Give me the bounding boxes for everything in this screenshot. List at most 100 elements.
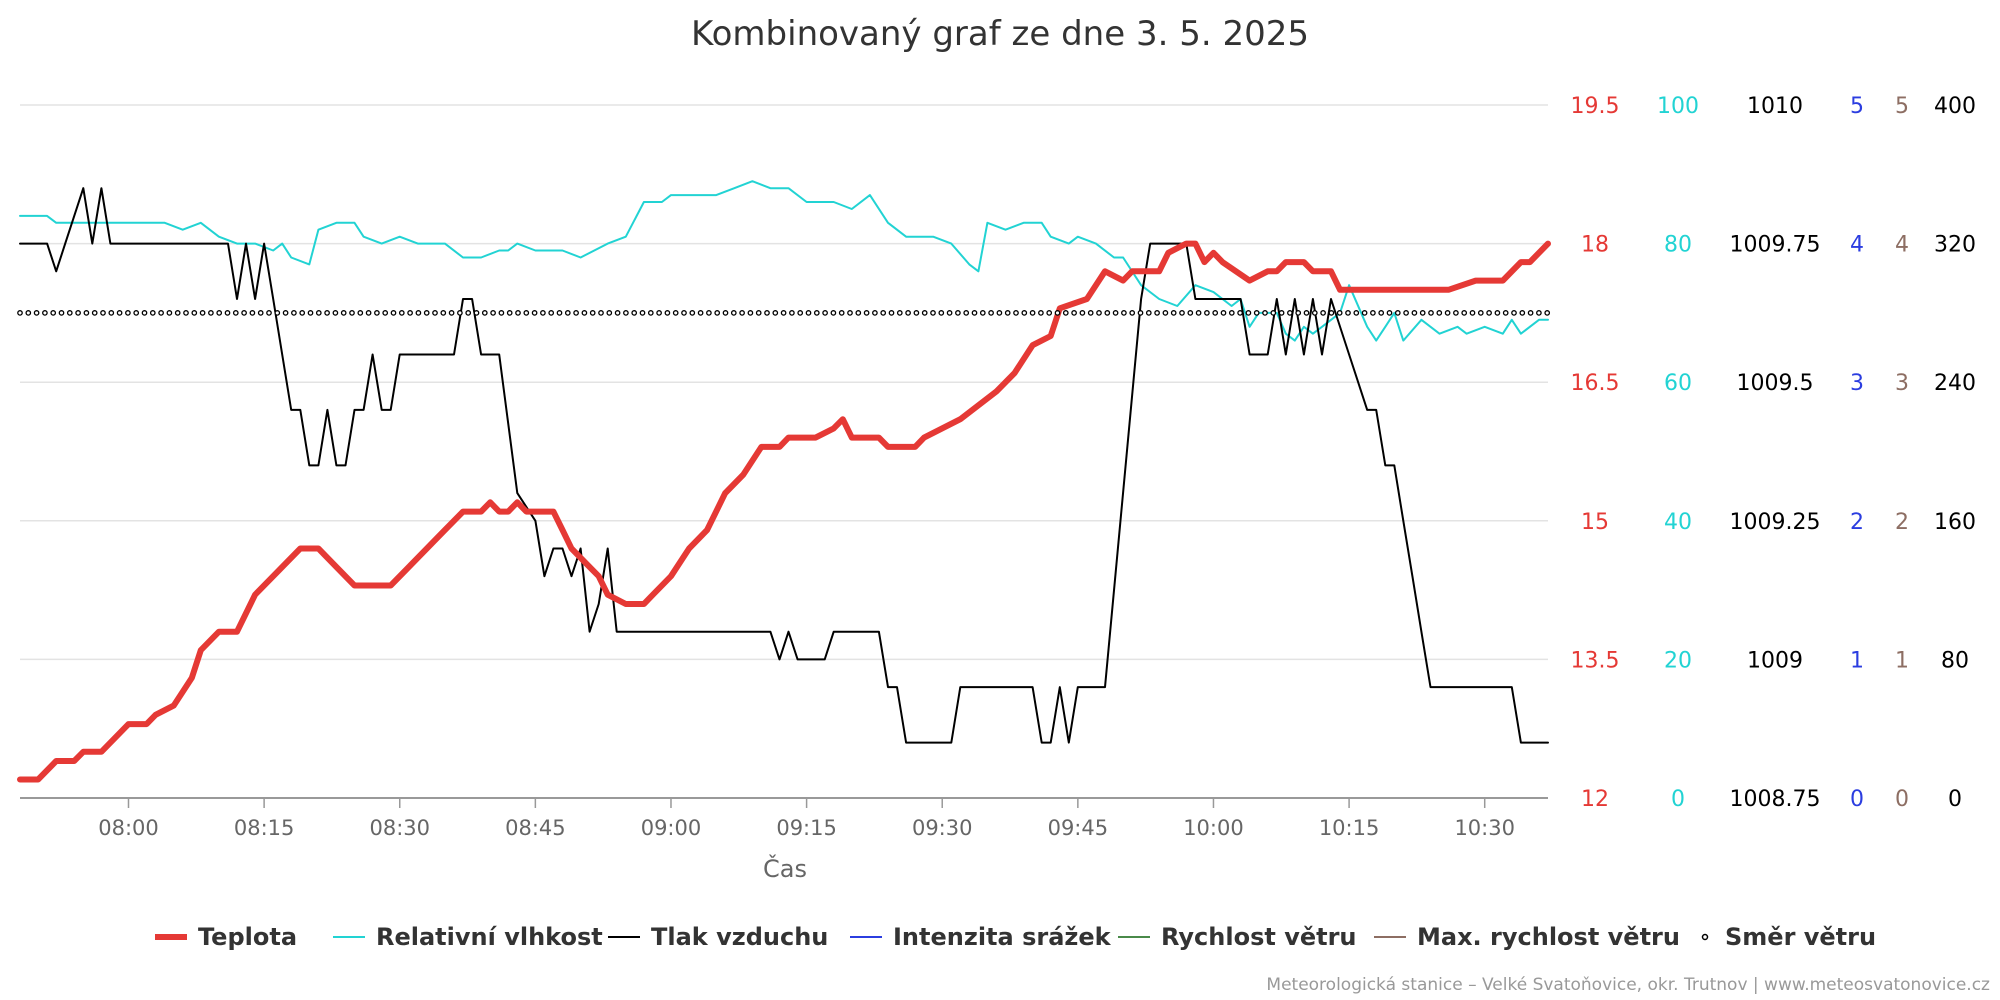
legend-item[interactable]: Rychlost větru (1118, 923, 1357, 951)
y-tick-label-humidity: 40 (1664, 510, 1692, 535)
wind-direction-point (191, 310, 198, 316)
legend-item[interactable]: Tlak vzduchu (608, 923, 828, 951)
wind-direction-point (689, 310, 696, 316)
wind-direction-point (1220, 310, 1227, 316)
wind-direction-point (1162, 310, 1169, 316)
wind-direction-point (847, 310, 853, 316)
legend-item[interactable]: Teplota (155, 923, 297, 951)
y-tick-label-temperature: 15 (1581, 510, 1609, 535)
wind-direction-point (432, 310, 438, 316)
y-tick-label-temperature: 12 (1581, 787, 1609, 812)
wind-direction-point (1544, 310, 1551, 316)
wind-direction-point (764, 310, 770, 316)
series-line-temperature (17, 240, 1551, 783)
legend-label: Intenzita srážek (893, 923, 1112, 951)
y-tick-label-pressure: 1009 (1747, 648, 1803, 673)
wind-direction-point (722, 310, 729, 316)
wind-direction-point (50, 310, 57, 316)
wind-direction-point (1154, 310, 1160, 316)
series-line-pressure (19, 187, 1549, 744)
y-tick-label-rain: 5 (1850, 94, 1864, 119)
wind-direction-point (407, 310, 413, 316)
wind-direction-point (955, 310, 961, 316)
wind-direction-point (1311, 310, 1318, 316)
y-tick-label-direction: 320 (1934, 233, 1976, 258)
wind-direction-point (813, 310, 820, 316)
wind-direction-point (888, 310, 895, 316)
wind-direction-point (498, 310, 505, 316)
wind-direction-point (548, 310, 555, 316)
wind-direction-point (199, 310, 206, 316)
wind-direction-point (1469, 310, 1476, 316)
y-tick-label-temperature: 16.5 (1571, 371, 1620, 396)
legend-label: Teplota (198, 923, 297, 951)
y-tick-label-gust: 4 (1895, 233, 1909, 258)
wind-direction-point (789, 310, 795, 316)
wind-direction-point (357, 310, 364, 316)
wind-direction-point (1519, 310, 1526, 316)
wind-direction-point (1170, 310, 1177, 316)
wind-direction-point (755, 310, 762, 316)
wind-direction-point (1096, 310, 1102, 316)
wind-direction-point (1287, 310, 1293, 316)
series-line-humidity (19, 180, 1549, 342)
wind-direction-point (415, 310, 422, 316)
wind-direction-point (523, 310, 530, 316)
wind-direction-point (1104, 310, 1111, 316)
wind-direction-point (141, 310, 148, 316)
wind-direction-point (66, 310, 73, 316)
wind-direction-point (996, 310, 1003, 316)
wind-direction-point (1237, 310, 1243, 316)
wind-direction-point (440, 310, 447, 316)
wind-direction-point (183, 310, 189, 316)
wind-direction-point (33, 310, 40, 316)
wind-direction-point (540, 310, 546, 316)
wind-direction-point (83, 310, 90, 316)
x-tick-label: 10:00 (1183, 816, 1244, 840)
legend-item[interactable]: Intenzita srážek (850, 923, 1112, 951)
wind-direction-point (1121, 310, 1127, 316)
wind-direction-point (855, 310, 862, 316)
legend-item[interactable]: Relativní vlhkost (333, 923, 603, 951)
y-tick-label-gust: 1 (1895, 648, 1909, 673)
wind-direction-point (42, 310, 48, 316)
wind-direction-point (465, 310, 472, 316)
wind-direction-point (1411, 310, 1418, 316)
wind-direction-point (1328, 310, 1335, 316)
y-tick-label-temperature: 19.5 (1571, 94, 1620, 119)
legend-item[interactable]: Směr větru (1701, 923, 1877, 951)
wind-direction-point (1353, 310, 1360, 316)
wind-direction-point (531, 310, 538, 316)
wind-direction-point (797, 310, 804, 316)
wind-direction-point (706, 310, 712, 316)
wind-direction-point (1453, 310, 1459, 316)
wind-direction-point (880, 310, 887, 316)
wind-direction-point (1270, 310, 1277, 316)
wind-direction-point (1486, 310, 1492, 316)
credit-text[interactable]: Meteorologická stanice – Velké Svatoňovi… (1266, 975, 1990, 995)
wind-direction-point (1013, 310, 1019, 316)
y-tick-label-pressure: 1008.75 (1730, 787, 1821, 812)
legend-item[interactable]: Max. rychlost větru (1374, 923, 1680, 951)
y-tick-label-direction: 0 (1948, 787, 1962, 812)
wind-direction-point (1087, 310, 1094, 316)
wind-direction-point (257, 310, 264, 316)
x-tick-label: 09:45 (1048, 816, 1109, 840)
wind-direction-point (1112, 310, 1119, 316)
wind-direction-point (17, 310, 23, 316)
legend-label: Max. rychlost větru (1417, 923, 1680, 951)
wind-direction-point (1303, 310, 1310, 316)
wind-direction-point (1004, 310, 1011, 316)
wind-direction-point (125, 310, 131, 316)
wind-direction-point (1295, 310, 1302, 316)
wind-direction-point (340, 310, 347, 316)
wind-direction-point (307, 310, 314, 316)
wind-direction-point (382, 310, 389, 316)
wind-direction-point (772, 310, 779, 316)
wind-direction-point (216, 310, 223, 316)
wind-direction-point (1394, 310, 1401, 316)
wind-direction-point (1204, 310, 1210, 316)
y-tick-label-gust: 5 (1895, 94, 1909, 119)
wind-direction-point (1021, 310, 1028, 316)
